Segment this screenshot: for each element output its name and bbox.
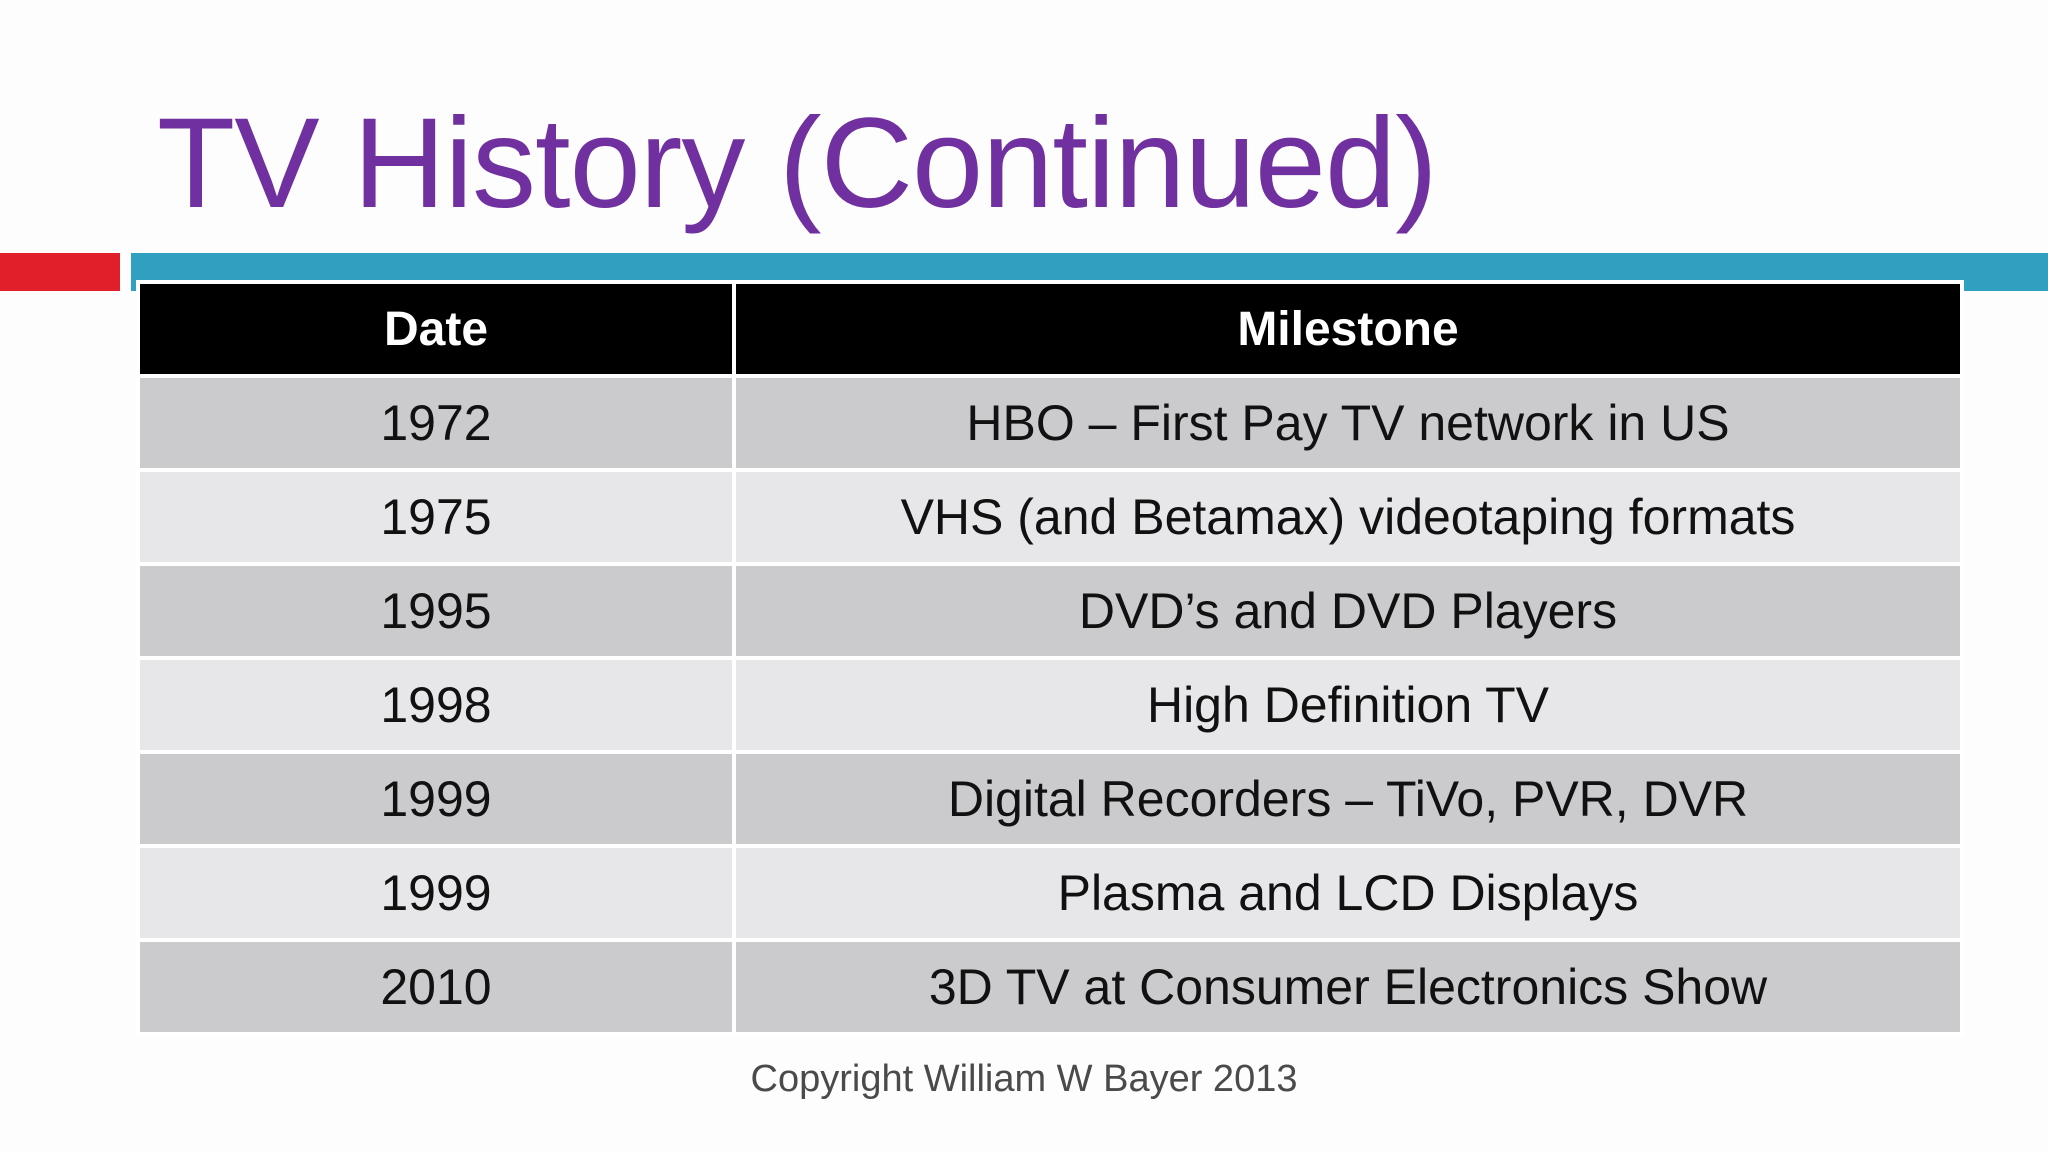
table-row: 1999 Plasma and LCD Displays (140, 848, 1960, 938)
row-milestone: DVD’s and DVD Players (736, 566, 1960, 656)
accent-bar-red (0, 253, 120, 291)
header-milestone: Milestone (736, 284, 1960, 374)
copyright-footer: Copyright William W Bayer 2013 (750, 1058, 1298, 1100)
slide-title: TV History (Continued) (157, 92, 1438, 235)
row-date: 1972 (140, 378, 732, 468)
row-date: 1975 (140, 472, 732, 562)
table-row: 2010 3D TV at Consumer Electronics Show (140, 942, 1960, 1032)
row-date: 1995 (140, 566, 732, 656)
row-milestone: Plasma and LCD Displays (736, 848, 1960, 938)
row-date: 2010 (140, 942, 732, 1032)
table-header-row: Date Milestone (140, 284, 1960, 374)
milestones-table: Date Milestone 1972 HBO – First Pay TV n… (136, 280, 1964, 1036)
row-milestone: HBO – First Pay TV network in US (736, 378, 1960, 468)
row-milestone: 3D TV at Consumer Electronics Show (736, 942, 1960, 1032)
row-date: 1998 (140, 660, 732, 750)
row-milestone: VHS (and Betamax) videotaping formats (736, 472, 1960, 562)
row-date: 1999 (140, 754, 732, 844)
table-row: 1998 High Definition TV (140, 660, 1960, 750)
row-milestone: High Definition TV (736, 660, 1960, 750)
table-row: 1999 Digital Recorders – TiVo, PVR, DVR (140, 754, 1960, 844)
table-row: 1975 VHS (and Betamax) videotaping forma… (140, 472, 1960, 562)
row-date: 1999 (140, 848, 732, 938)
header-date: Date (140, 284, 732, 374)
table-row: 1995 DVD’s and DVD Players (140, 566, 1960, 656)
table-row: 1972 HBO – First Pay TV network in US (140, 378, 1960, 468)
row-milestone: Digital Recorders – TiVo, PVR, DVR (736, 754, 1960, 844)
